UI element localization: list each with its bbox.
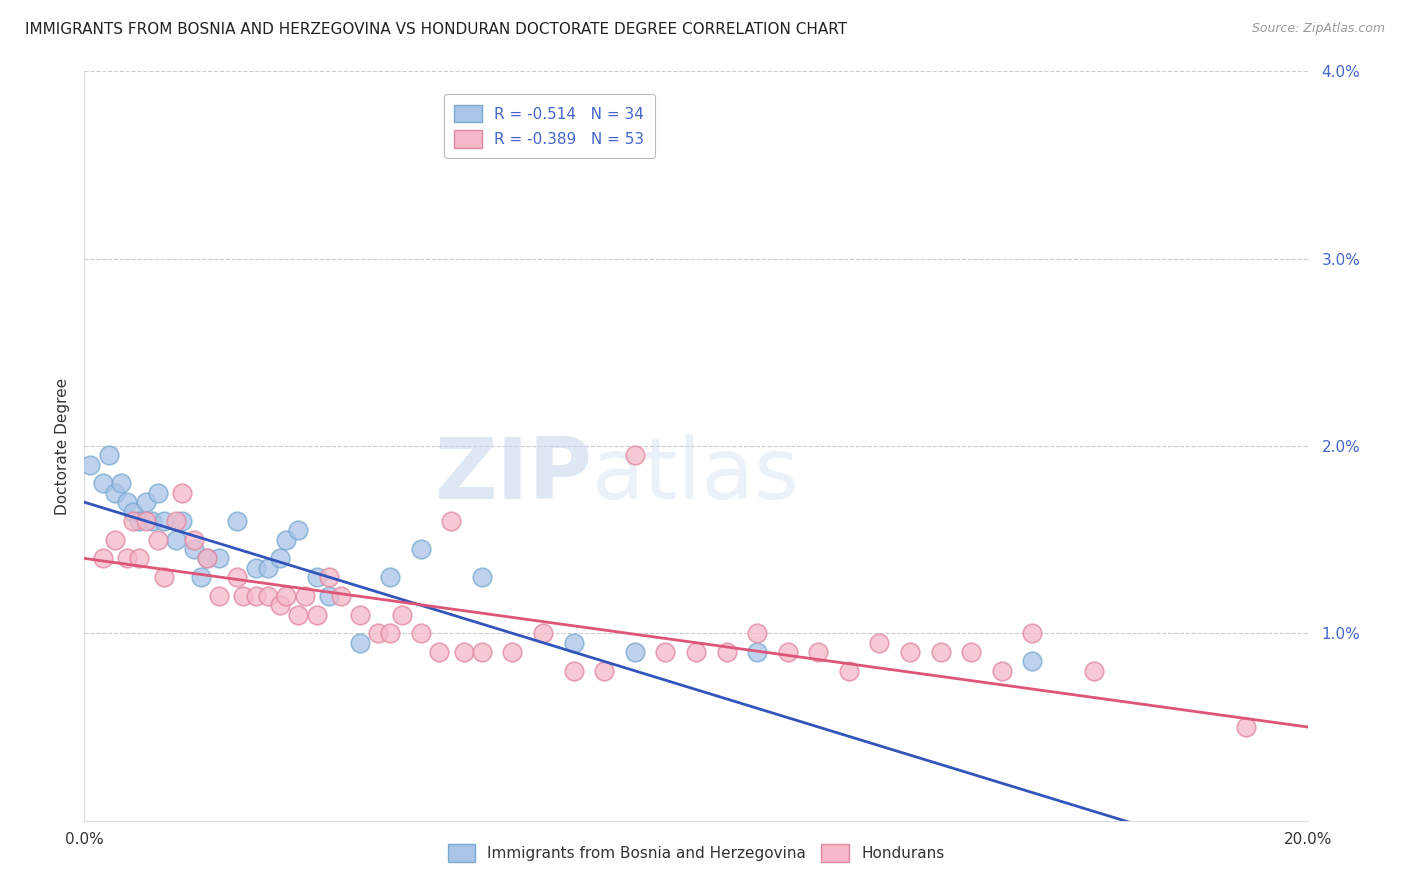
Point — [305, 607, 328, 622]
Point — [593, 664, 616, 678]
Point — [654, 645, 676, 659]
Point — [91, 551, 114, 566]
Point — [440, 514, 463, 528]
Point — [165, 514, 187, 528]
Point — [318, 589, 340, 603]
Point — [79, 458, 101, 472]
Point — [612, 139, 634, 153]
Point — [276, 533, 298, 547]
Point — [624, 645, 647, 659]
Point — [287, 523, 309, 537]
Point — [427, 645, 450, 659]
Point — [183, 533, 205, 547]
Point — [960, 645, 983, 659]
Point — [287, 607, 309, 622]
Point — [269, 599, 291, 613]
Point — [502, 645, 524, 659]
Point — [153, 570, 176, 584]
Point — [318, 570, 340, 584]
Point — [146, 485, 169, 500]
Point — [1083, 664, 1105, 678]
Point — [305, 570, 328, 584]
Point — [153, 514, 176, 528]
Point — [747, 626, 769, 640]
Point — [929, 645, 952, 659]
Point — [208, 551, 231, 566]
Point — [122, 514, 145, 528]
Point — [716, 645, 738, 659]
Y-axis label: Doctorate Degree: Doctorate Degree — [55, 377, 70, 515]
Point — [391, 607, 413, 622]
Text: ZIP: ZIP — [434, 434, 592, 517]
Point — [776, 645, 799, 659]
Point — [245, 561, 267, 575]
Point — [226, 570, 249, 584]
Point — [141, 514, 163, 528]
Point — [562, 635, 585, 649]
Point — [97, 449, 120, 463]
Point — [135, 495, 157, 509]
Point — [115, 495, 138, 509]
Point — [562, 664, 585, 678]
Point — [471, 570, 494, 584]
Point — [172, 514, 194, 528]
Point — [146, 533, 169, 547]
Point — [747, 645, 769, 659]
Point — [1021, 655, 1043, 669]
Legend: Immigrants from Bosnia and Herzegovina, Hondurans: Immigrants from Bosnia and Herzegovina, … — [440, 837, 952, 869]
Point — [330, 589, 353, 603]
Point — [991, 664, 1014, 678]
Point — [838, 664, 860, 678]
Point — [165, 533, 187, 547]
Point — [869, 635, 891, 649]
Point — [128, 514, 150, 528]
Point — [195, 551, 218, 566]
Text: Source: ZipAtlas.com: Source: ZipAtlas.com — [1251, 22, 1385, 36]
Text: IMMIGRANTS FROM BOSNIA AND HERZEGOVINA VS HONDURAN DOCTORATE DEGREE CORRELATION : IMMIGRANTS FROM BOSNIA AND HERZEGOVINA V… — [25, 22, 848, 37]
Point — [195, 551, 218, 566]
Point — [115, 551, 138, 566]
Point — [122, 505, 145, 519]
Point — [232, 589, 254, 603]
Point — [257, 589, 280, 603]
Point — [1021, 626, 1043, 640]
Point — [91, 476, 114, 491]
Point — [367, 626, 389, 640]
Point — [807, 645, 830, 659]
Point — [453, 645, 475, 659]
Text: atlas: atlas — [592, 434, 800, 517]
Point — [183, 541, 205, 557]
Point — [409, 541, 432, 557]
Point — [128, 551, 150, 566]
Point — [624, 449, 647, 463]
Point — [245, 589, 267, 603]
Point — [898, 645, 921, 659]
Point — [104, 485, 127, 500]
Point — [110, 476, 132, 491]
Point — [1236, 720, 1258, 734]
Point — [276, 589, 298, 603]
Point — [409, 626, 432, 640]
Point — [172, 485, 194, 500]
Point — [471, 645, 494, 659]
Point — [685, 645, 707, 659]
Point — [257, 561, 280, 575]
Point — [226, 514, 249, 528]
Point — [190, 570, 212, 584]
Point — [380, 570, 402, 584]
Point — [380, 626, 402, 640]
Point — [294, 589, 316, 603]
Point — [208, 589, 231, 603]
Point — [135, 514, 157, 528]
Point — [531, 626, 554, 640]
Point — [104, 533, 127, 547]
Point — [269, 551, 291, 566]
Point — [349, 607, 371, 622]
Point — [349, 635, 371, 649]
